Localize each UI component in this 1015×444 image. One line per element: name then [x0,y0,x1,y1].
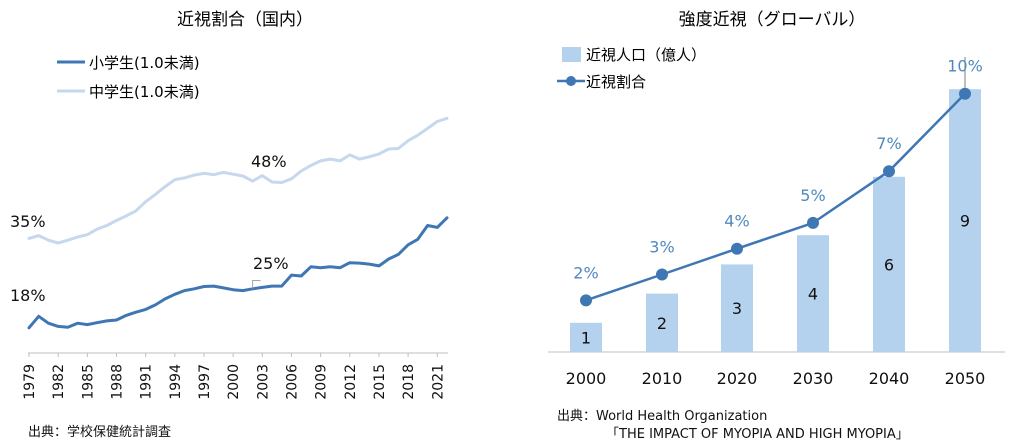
bar-value-label: 3 [732,299,742,318]
x-tick-label: 2030 [793,369,834,388]
x-tick-label: 1988 [109,364,125,400]
line-value-label: 4% [724,212,749,231]
legend-label-line: 近視割合 [586,73,646,91]
x-tick-label: 2015 [372,364,388,400]
legend-label-primary: 小学生(1.0未満) [89,54,200,72]
x-tick-label: 2006 [284,364,300,400]
chart-title: 強度近視（グローバル） [679,10,866,30]
x-tick-label: 2021 [430,364,446,400]
right-bar-line-chart: 強度近視（グローバル） 近視人口（億人） 近視割合 1 2 3 4 6 9 2% 3% 4% 5… [548,10,1005,388]
data-label: 18% [10,286,46,305]
x-tick-label: 2010 [642,369,683,388]
bar [646,293,678,352]
bar [797,235,829,352]
legend-swatch-marker [566,76,576,86]
x-tick-label: 1991 [139,364,155,400]
x-tick-label: 2003 [255,364,271,400]
x-tick-label: 1994 [168,364,184,400]
line-value-label: 7% [876,134,901,153]
x-tick-label: 2040 [869,369,910,388]
bar [721,264,753,352]
x-tick-label: 2012 [343,364,359,400]
x-tick-label: 1979 [22,364,38,400]
legend-label-bars: 近視人口（億人） [586,46,706,64]
line-point [883,165,895,178]
bar-value-label: 1 [581,328,591,347]
annotation-leader [252,280,261,289]
legend-swatch-bars [562,47,581,62]
series-line-secondary [27,116,449,245]
x-tick-label: 1997 [197,364,213,400]
x-tick-label: 2018 [401,364,417,400]
line-value-label: 10% [947,57,983,76]
x-tick-label: 2000 [226,364,242,400]
bar-value-label: 2 [657,314,667,333]
x-tick-label: 1982 [51,364,67,400]
source-right-line1: 出典：World Health Organization [557,409,768,424]
x-tick-label: 2000 [566,369,607,388]
line-value-label: 3% [649,238,674,257]
data-label: 35% [10,212,46,231]
line-value-label: 2% [573,263,598,282]
line-point [959,87,971,100]
x-tick-label: 2020 [717,369,758,388]
x-tick-label: 1985 [80,364,96,400]
bar-value-label: 9 [960,212,970,231]
series-line [585,92,966,302]
bar [570,322,602,352]
x-tick-label: 2009 [314,364,330,400]
data-label: 25% [253,254,289,273]
x-tick-label: 2050 [945,369,986,388]
series-line-primary [27,216,449,330]
source-left: 出典：学校保健統計調査 [28,425,172,440]
line-point [580,294,592,307]
bar [873,176,905,352]
bar-value-label: 4 [808,285,818,304]
legend-label-secondary: 中学生(1.0未満) [89,83,200,101]
line-point [656,268,668,281]
bar [949,89,981,352]
line-point [807,216,819,229]
left-line-chart: 近視割合（国内） 小学生(1.0未満) 中学生(1.0未満) 35% 18% 48%… [10,10,449,400]
bar-value-label: 6 [884,255,894,274]
line-value-label: 5% [800,186,825,205]
line-point [731,242,743,255]
data-label: 48% [251,152,287,171]
chart-title: 近視割合（国内） [177,10,313,30]
source-right-line2: 「THE IMPACT OF MYOPIA AND HIGH MYOPIA」 [606,427,909,442]
